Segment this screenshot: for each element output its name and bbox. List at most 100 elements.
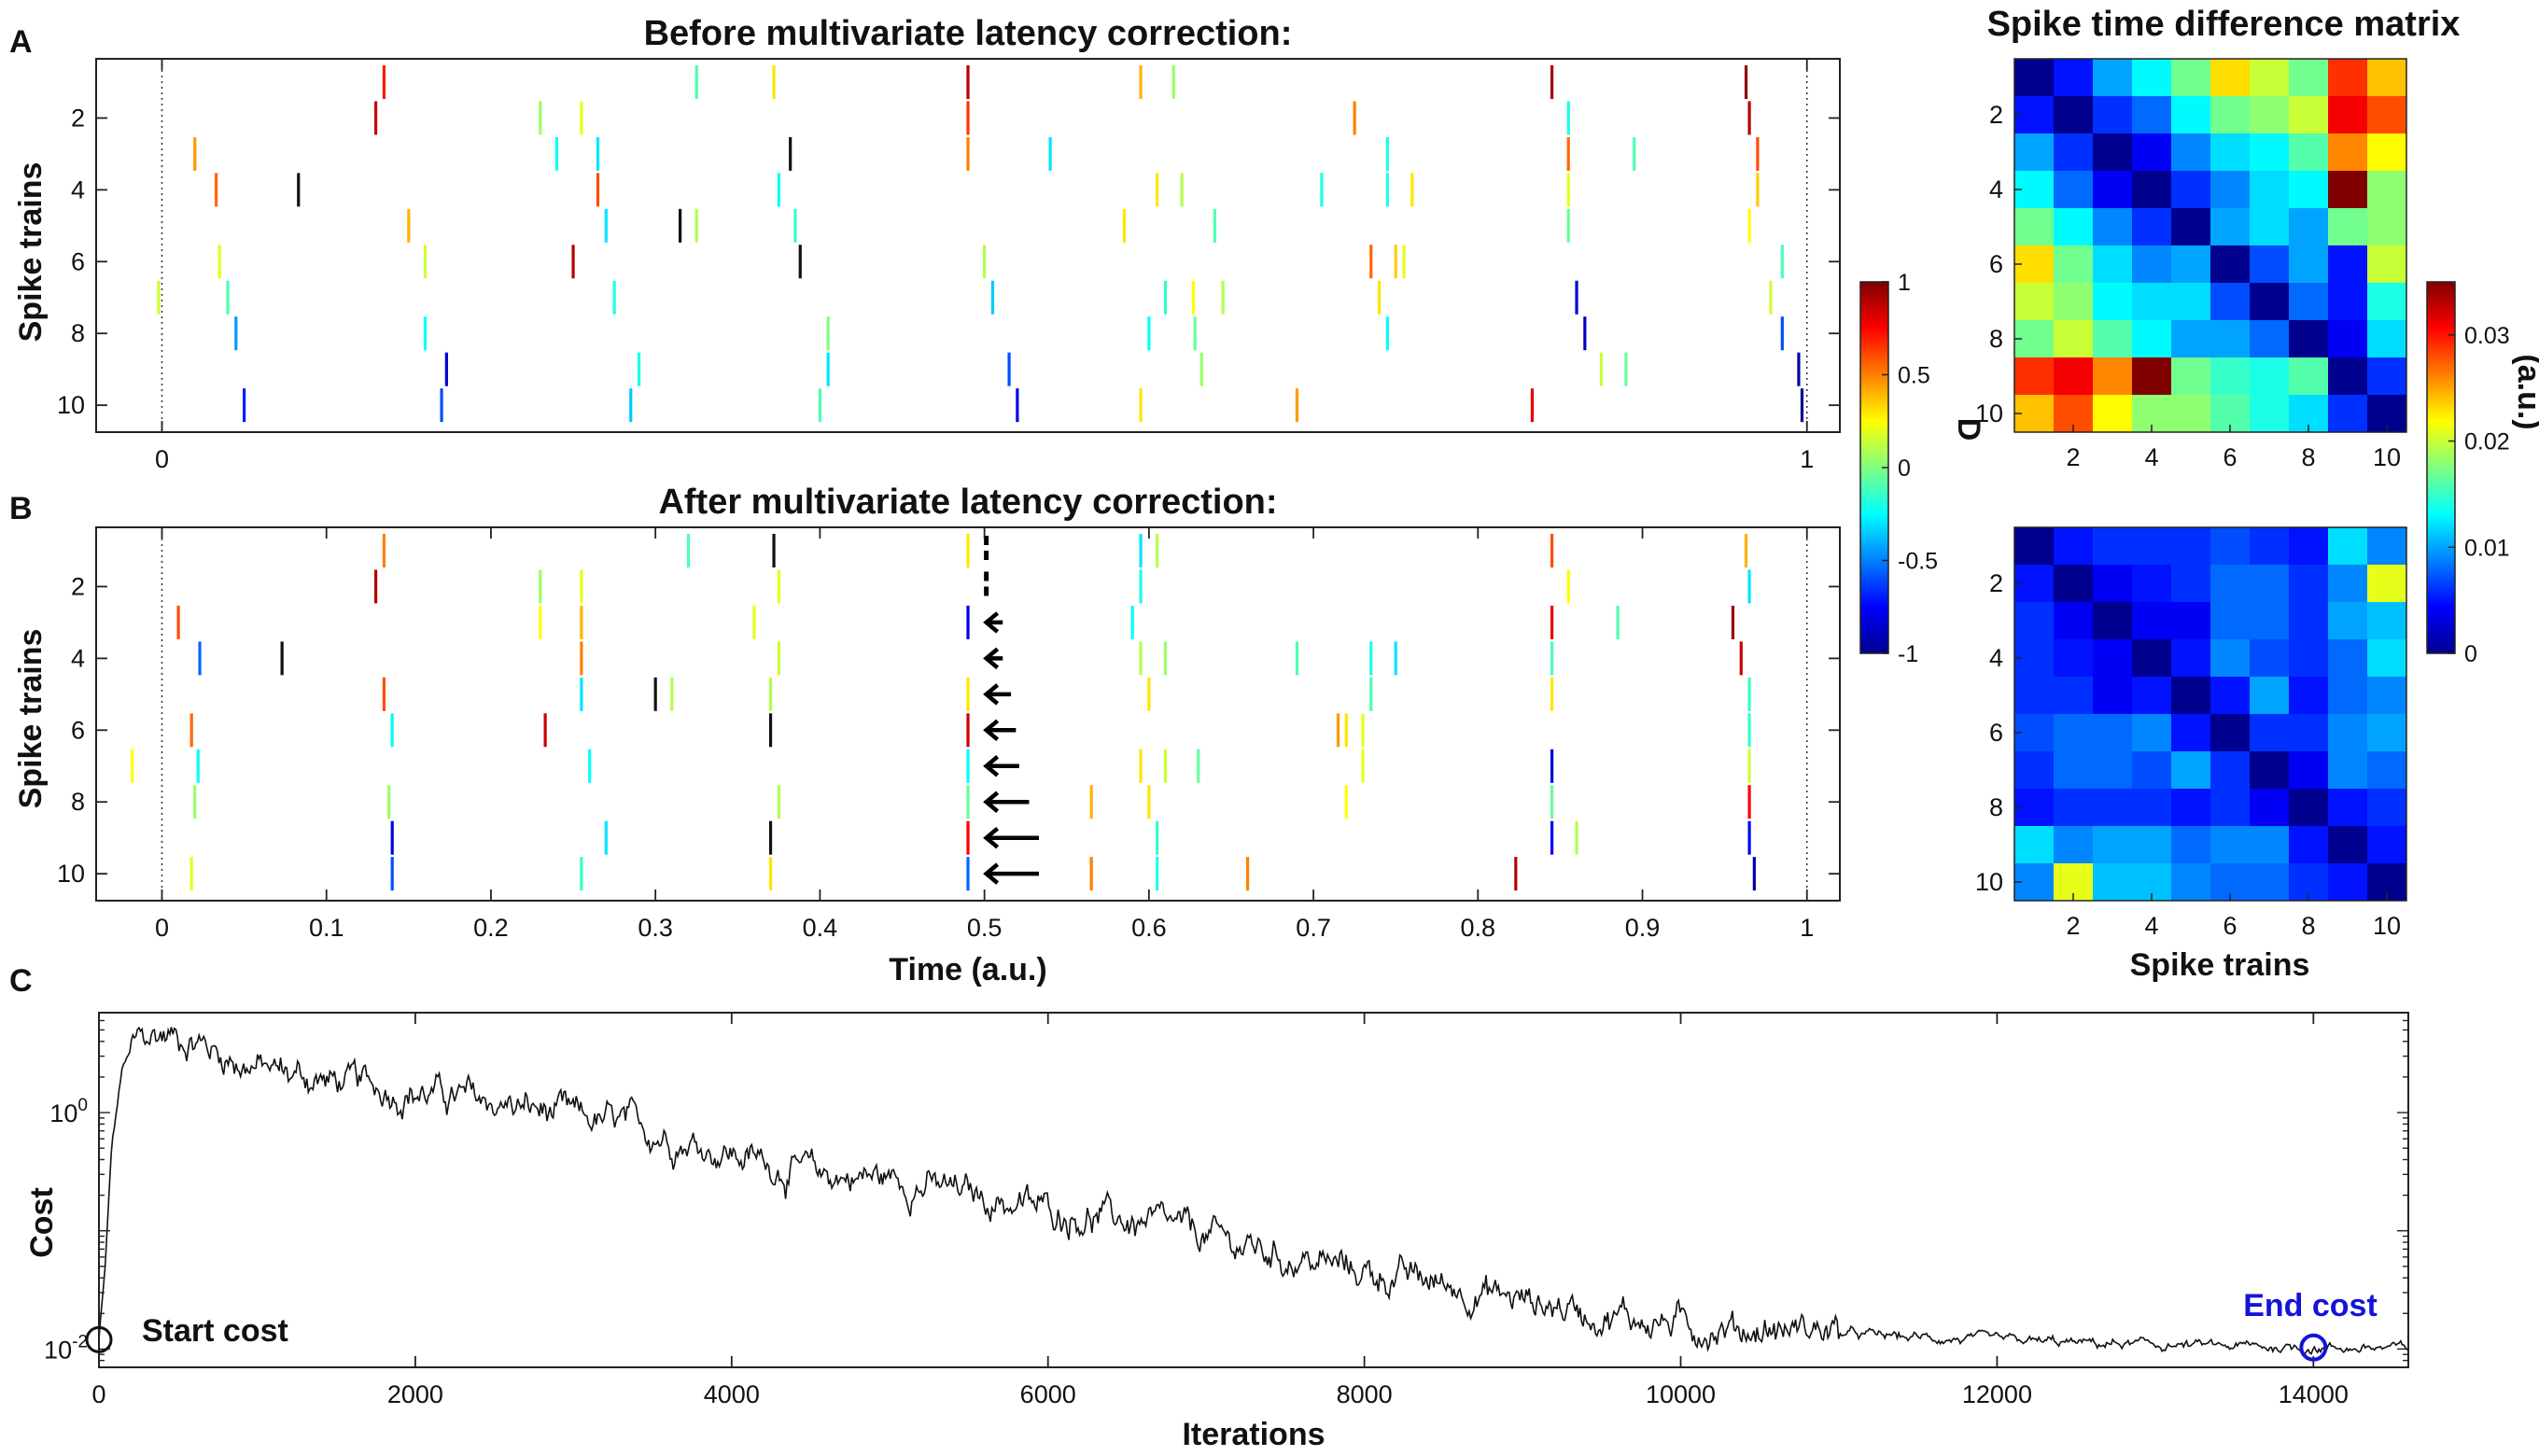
- raster-before-ytick-label: 4: [71, 175, 85, 203]
- matrix-after-xlabel: Spike trains: [2130, 947, 2310, 983]
- matrix-after-cell: [2289, 639, 2329, 678]
- matrix-after-cell: [2367, 565, 2407, 603]
- cost-xtick-label: 0: [91, 1380, 105, 1408]
- matrix-after-cell: [2054, 527, 2094, 566]
- matrix-before-cell: [2367, 208, 2407, 246]
- raster-after-chart: After multivariate latency correction: S…: [13, 483, 1841, 987]
- matrix-after-cell: [2289, 714, 2329, 752]
- shift-arrow-head: [983, 791, 1000, 813]
- matrix-before-cell: [2250, 96, 2290, 134]
- matrix-after-cell: [2093, 863, 2133, 902]
- matrix-before-heatmap: Spike time difference matrix 2 2 4 4 6 6 8 8 10 1…: [1975, 5, 2460, 471]
- matrix-after-cell: [2054, 639, 2094, 678]
- matrix-after-cell: [2250, 789, 2290, 827]
- matrix-before-cell: [2171, 208, 2211, 246]
- matrix-after-cell: [2171, 751, 2211, 790]
- matrix-before-cell: [2289, 245, 2329, 284]
- colorbar-d: -1 -0.5 0 0.5 1 D: [1859, 270, 1986, 667]
- matrix-before-cell: [2328, 171, 2368, 209]
- cost-chart: 0 2000 4000 6000 8000 10000 12000 1400010-2100 …: [24, 1012, 2409, 1452]
- matrix-after-cell: [2132, 677, 2172, 715]
- matrix-after-cell: [2132, 714, 2172, 752]
- matrix-before-cell: [2367, 171, 2407, 209]
- matrix-before-cell: [2093, 208, 2133, 246]
- matrix-after-cell: [2250, 639, 2290, 678]
- panel-letter-b: B: [9, 491, 33, 526]
- matrix-after-cell: [2210, 826, 2251, 864]
- raster-before-ytick-label: 8: [71, 319, 85, 347]
- matrix-before-cell: [2210, 245, 2251, 284]
- matrix-before-cell: [2250, 208, 2290, 246]
- matrix-before-cell: [2093, 320, 2133, 358]
- matrix-after-cell: [2328, 826, 2368, 864]
- matrix-before-cell: [2171, 320, 2211, 358]
- matrix-after-ytick-label: 6: [1989, 719, 2003, 747]
- matrix-after-cell: [2367, 714, 2407, 752]
- matrix-after-cell: [2093, 602, 2133, 640]
- start-cost-marker: [85, 1325, 113, 1353]
- matrix-after-cell: [2132, 602, 2172, 640]
- matrix-before-cell: [2289, 357, 2329, 396]
- matrix-before-cell: [2093, 245, 2133, 284]
- matrix-before-cell: [2132, 245, 2172, 284]
- matrix-before-cell: [2289, 283, 2329, 321]
- shift-arrow-head: [983, 683, 1000, 706]
- raster-after-xtick-label: 0.9: [1625, 914, 1661, 942]
- matrix-after-cell: [2210, 751, 2251, 790]
- matrix-after-cell: [2328, 565, 2368, 603]
- matrix-after-cell: [2289, 677, 2329, 715]
- matrix-after-cell: [2250, 527, 2290, 566]
- matrix-before-cell: [2132, 133, 2172, 172]
- end-cost-marker: [2299, 1333, 2328, 1362]
- shift-arrow-head: [983, 611, 1000, 634]
- matrix-after-cell: [2210, 789, 2251, 827]
- matrix-before-ytick-label: 2: [1989, 101, 2003, 129]
- matrix-before-cell: [2171, 59, 2211, 97]
- matrix-after-cell: [2328, 677, 2368, 715]
- cost-xtick-label: 14000: [2279, 1380, 2349, 1408]
- raster-after-frame: [95, 526, 1841, 902]
- raster-after-xlabel: Time (a.u.): [889, 952, 1046, 987]
- matrix-after-ytick-label: 8: [1989, 793, 2003, 821]
- matrix-before-cell: [2328, 357, 2368, 396]
- matrix-before-cell: [2328, 245, 2368, 284]
- shift-arrow-head: [983, 719, 1000, 742]
- matrix-before-cell: [2250, 245, 2290, 284]
- matrix-after-cell: [2210, 565, 2251, 603]
- matrix-after-cell: [2014, 751, 2055, 790]
- matrix-after-cell: [2132, 565, 2172, 603]
- matrix-before-cell: [2014, 283, 2055, 321]
- matrix-before-cell: [2014, 133, 2055, 172]
- colorbar-d-tick-label: 0: [1898, 455, 1911, 482]
- matrix-after-cell: [2093, 565, 2133, 603]
- matrix-before-cell: [2328, 133, 2368, 172]
- matrix-after-cell: [2328, 714, 2368, 752]
- matrix-after-cell: [2054, 714, 2094, 752]
- matrix-after-cell: [2250, 677, 2290, 715]
- matrix-after-cell: [2250, 714, 2290, 752]
- colorbar-matrix-gradient: [2426, 281, 2456, 654]
- matrix-before-cell: [2171, 133, 2211, 172]
- matrix-after-cell: [2289, 826, 2329, 864]
- matrix-before-cell: [2132, 357, 2172, 396]
- cost-ytick-label: 10-2: [44, 1332, 88, 1364]
- raster-after-title: After multivariate latency correction:: [658, 483, 1277, 522]
- matrix-before-ytick-label: 8: [1989, 325, 2003, 353]
- matrix-before-cell: [2367, 96, 2407, 134]
- shift-arrow-head: [983, 862, 1000, 885]
- matrix-after-cell: [2289, 789, 2329, 827]
- raster-after-xtick-label: 0.2: [473, 914, 509, 942]
- matrix-after-cell: [2367, 602, 2407, 640]
- matrix-before-cell: [2132, 208, 2172, 246]
- matrix-before-cell: [2367, 245, 2407, 284]
- matrix-after-xtick-label: 2: [2066, 912, 2080, 940]
- raster-before-chart: Before multivariate latency correction: …: [13, 14, 1841, 473]
- start-cost-label: Start cost: [142, 1313, 288, 1349]
- cost-ylabel: Cost: [24, 1187, 60, 1258]
- raster-before-ytick-label: 10: [57, 391, 85, 419]
- matrix-before-cell: [2054, 208, 2094, 246]
- matrix-after-cell: [2210, 602, 2251, 640]
- matrix-before-cell: [2289, 171, 2329, 209]
- matrix-before-cell: [2054, 171, 2094, 209]
- matrix-before-xtick-label: 4: [2144, 443, 2158, 471]
